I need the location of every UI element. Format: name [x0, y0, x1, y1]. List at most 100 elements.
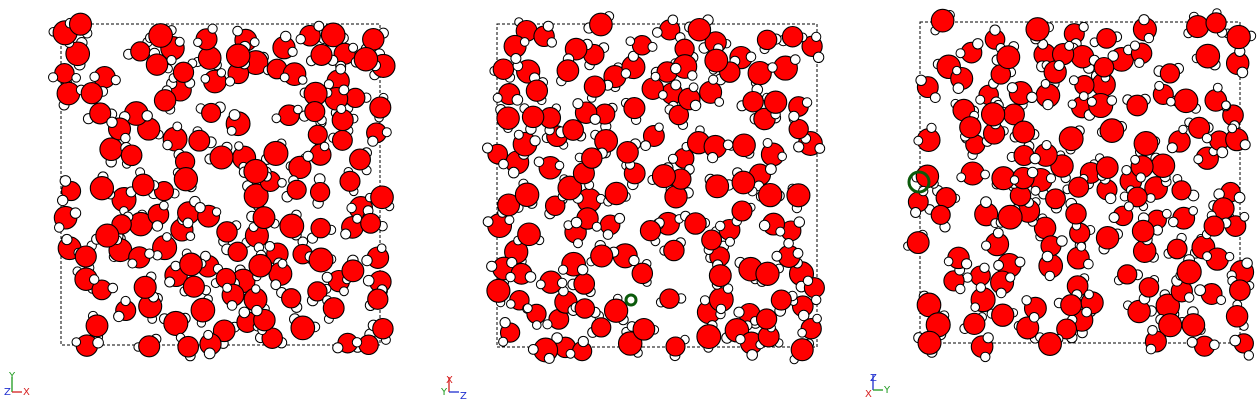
- water-molecule: [1129, 40, 1153, 68]
- oxygen-atom: [659, 288, 680, 309]
- hydrogen-atom: [174, 36, 185, 47]
- water-molecule: [570, 298, 601, 319]
- hydrogen-atom: [335, 63, 347, 75]
- water-molecule: [603, 181, 631, 207]
- hydrogen-atom: [529, 135, 541, 147]
- water-molecule: [641, 71, 668, 100]
- oxygen-atom: [756, 29, 778, 51]
- axis-left-label: Y: [440, 387, 448, 398]
- oxygen-atom: [1150, 153, 1176, 178]
- hydrogen-atom: [159, 200, 169, 211]
- oxygen-atom: [68, 12, 93, 36]
- hydrogen-atom: [297, 75, 308, 85]
- oxygen-atom: [85, 314, 109, 338]
- oxygen-atom: [980, 102, 1006, 127]
- oxygen-atom: [1138, 277, 1160, 298]
- water-molecule: [704, 173, 735, 199]
- oxygen-atom: [1133, 131, 1159, 156]
- hydrogen-atom: [332, 342, 344, 354]
- water-molecule: [304, 247, 337, 273]
- hydrogen-atom: [614, 212, 626, 224]
- hydrogen-atom: [234, 141, 244, 151]
- hydrogen-atom: [162, 232, 172, 242]
- water-molecule: [91, 223, 123, 248]
- water-molecule: [1146, 208, 1172, 236]
- oxygen-atom: [742, 90, 764, 113]
- hydrogen-atom: [771, 250, 783, 262]
- oxygen-atom: [590, 244, 614, 268]
- water-molecule: [1066, 241, 1094, 270]
- water-molecule: [482, 213, 515, 239]
- hydrogen-atom: [627, 50, 639, 62]
- water-molecule: [565, 335, 593, 362]
- hydrogen-atom: [625, 36, 636, 47]
- hydrogen-atom: [1239, 139, 1251, 151]
- oxygen-atom: [145, 53, 169, 76]
- oxygen-atom: [663, 239, 685, 262]
- hydrogen-atom: [788, 110, 800, 122]
- hydrogen-atom: [650, 71, 661, 82]
- water-molecule: [148, 181, 180, 202]
- water-molecule: [522, 303, 547, 330]
- hydrogen-atom: [1188, 206, 1198, 216]
- water-molecule: [991, 41, 1021, 70]
- water-molecule: [755, 182, 785, 208]
- water-molecule: [525, 77, 549, 106]
- hydrogen-atom: [1044, 270, 1056, 282]
- hydrogen-atom: [162, 139, 173, 151]
- hydrogen-atom: [570, 216, 583, 229]
- hydrogen-atom: [1064, 40, 1075, 51]
- hydrogen-atom: [313, 20, 325, 32]
- hydrogen-atom: [351, 337, 363, 348]
- water-molecule: [75, 82, 109, 105]
- hydrogen-atom: [670, 79, 682, 91]
- water-molecule: [603, 293, 629, 326]
- oxygen-atom: [684, 212, 707, 235]
- water-molecule: [1191, 43, 1221, 71]
- hydrogen-atom: [1028, 312, 1040, 323]
- water-molecule: [1025, 17, 1055, 45]
- water-molecule: [988, 64, 1017, 89]
- axis-left-label: X: [865, 389, 872, 400]
- water-molecule: [175, 332, 200, 362]
- water-molecule: [664, 184, 694, 209]
- oxygen-atom: [1038, 332, 1062, 356]
- hydrogen-atom: [557, 277, 568, 289]
- water-molecule: [255, 327, 288, 349]
- water-molecule: [204, 141, 234, 170]
- water-molecule: [53, 205, 82, 233]
- oxygen-atom: [763, 90, 788, 114]
- water-molecule: [981, 227, 1010, 257]
- water-molecule: [364, 284, 389, 311]
- hydrogen-atom: [689, 99, 702, 112]
- water-molecule: [89, 171, 116, 201]
- hydrogen-atom: [980, 169, 990, 180]
- water-molecule: [339, 167, 361, 197]
- hydrogen-atom: [970, 302, 981, 313]
- oxygen-atom: [617, 331, 643, 356]
- panel-view-1: [48, 12, 396, 362]
- water-molecule: [915, 74, 941, 103]
- oxygen-atom: [603, 298, 629, 323]
- water-molecule: [599, 212, 626, 240]
- hydrogen-atom: [1216, 295, 1227, 306]
- water-molecule: [620, 50, 646, 80]
- oxygen-atom: [1058, 126, 1084, 152]
- oxygen-atom: [521, 105, 545, 129]
- water-molecule: [322, 295, 345, 324]
- water-molecule: [639, 217, 665, 247]
- hydrogen-atom: [1227, 123, 1238, 134]
- hydrogen-atom: [762, 138, 773, 148]
- oxygen-atom: [370, 185, 394, 210]
- oxygen-atom: [1126, 186, 1148, 208]
- water-molecule: [367, 317, 394, 345]
- water-molecule: [1051, 40, 1075, 71]
- hydrogen-atom: [654, 122, 664, 132]
- hydrogen-atom: [338, 84, 350, 96]
- hydrogen-atom: [232, 25, 243, 37]
- hydrogen-atom: [106, 116, 118, 129]
- water-molecule: [360, 205, 388, 234]
- oxygen-atom: [788, 118, 809, 140]
- oxygen-atom: [243, 183, 269, 209]
- water-molecule: [990, 270, 1016, 299]
